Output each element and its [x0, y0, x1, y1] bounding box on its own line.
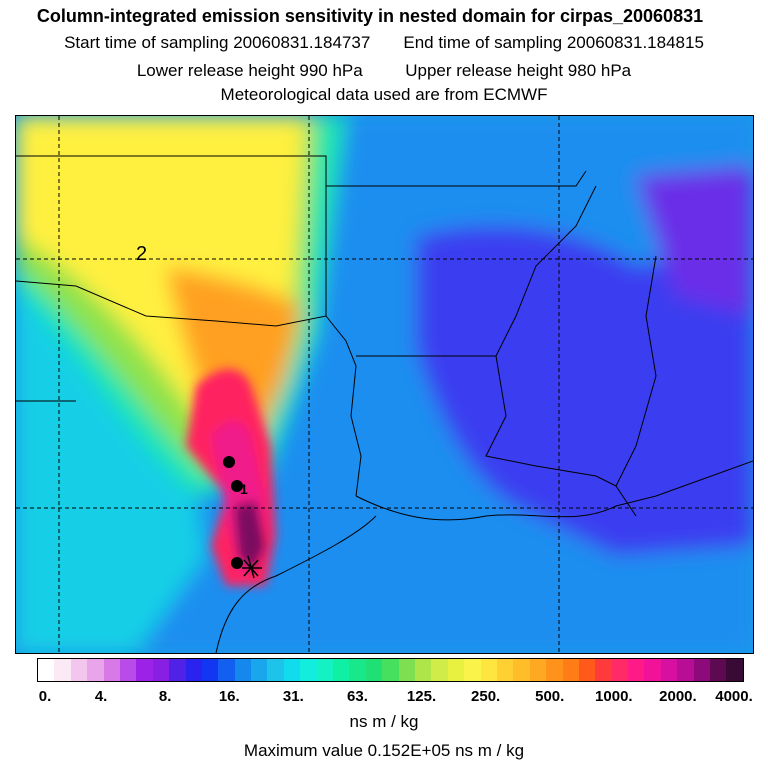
start-time-label: Start time of sampling 20060831.184737 — [64, 33, 371, 52]
colorbar-cell — [267, 659, 284, 681]
colorbar-cell — [87, 659, 104, 681]
maximum-value-label: Maximum value 0.152E+05 ns m / kg — [243, 741, 525, 760]
colorbar-tick-label: 16. — [218, 688, 240, 705]
met-data-label: Meteorological data used are from ECMWF — [220, 85, 548, 104]
colorbar-cell — [283, 659, 301, 681]
colorbar-cell — [447, 659, 465, 681]
colorbar-cell — [38, 659, 55, 681]
colorbar-cell — [644, 659, 661, 681]
colorbar-tick-label: 4. — [94, 688, 108, 705]
colorbar-cell — [726, 659, 743, 681]
colorbar-cell — [185, 659, 202, 681]
colorbar-cell — [333, 659, 350, 681]
graticule — [16, 116, 753, 653]
colorbar-cell — [398, 659, 415, 681]
colorbar-tick-label: 125. — [406, 688, 437, 705]
map-label-1: 1 — [240, 481, 248, 497]
boundaries — [16, 155, 753, 653]
colorbar-tick-label: 63. — [347, 688, 368, 705]
release-point-marker — [231, 557, 243, 569]
colorbar-cell — [414, 659, 432, 681]
colorbar-cell — [136, 659, 153, 681]
colorbar-cell — [546, 659, 563, 681]
colorbar-cell — [529, 659, 547, 681]
colorbar-cell — [300, 659, 317, 681]
colorbar-cell — [578, 659, 596, 681]
colorbar-cell — [595, 659, 612, 681]
colorbar-tick-label: 2000. — [659, 688, 697, 705]
receptor-star-marker — [242, 555, 262, 579]
colorbar-cell — [710, 659, 727, 681]
colorbar-cell — [119, 659, 137, 681]
colorbar-cell — [70, 659, 88, 681]
colorbar-cell — [496, 659, 514, 681]
colorbar-cell — [677, 659, 694, 681]
colorbar-cell — [169, 659, 186, 681]
upper-release-label: Upper release height 980 hPa — [405, 61, 632, 80]
colorbar-tick-label: 0. — [38, 688, 52, 705]
colorbar-cell — [431, 659, 448, 681]
colorbar-cell — [103, 659, 120, 681]
sampling-time-line: Start time of sampling 20060831.184737 E… — [0, 33, 768, 53]
colorbar-cell — [464, 659, 481, 681]
plot-title: Column-integrated emission sensitivity i… — [36, 6, 704, 26]
colorbar-cell — [152, 659, 170, 681]
colorbar-cell — [611, 659, 629, 681]
map-canvas: 2 1 — [16, 116, 753, 653]
end-time-label: End time of sampling 20060831.184815 — [403, 33, 704, 52]
colorbar-cell — [382, 659, 399, 681]
colorbar-cell — [562, 659, 579, 681]
colorbar-tick-label: 31. — [282, 688, 304, 705]
colorbar-cell — [365, 659, 383, 681]
map-label-2: 2 — [136, 243, 147, 265]
release-point-marker — [231, 480, 243, 492]
colorbar-tick-label: 4000. — [715, 688, 753, 705]
colorbar-tick-label: 8. — [158, 688, 172, 705]
lower-release-label: Lower release height 990 hPa — [136, 61, 363, 80]
colorbar-tick-label: 500. — [535, 688, 565, 705]
colorbar-cell — [480, 659, 497, 681]
release-height-line: Lower release height 990 hPa Upper relea… — [0, 61, 768, 81]
colorbar-units: ns m / kg — [349, 712, 419, 731]
colorbar-cell — [693, 659, 711, 681]
colorbar-tick-label: 250. — [471, 688, 501, 705]
colorbar-cell — [251, 659, 268, 681]
colorbar-cell — [234, 659, 252, 681]
colorbar-cell — [218, 659, 235, 681]
colorbar-cell — [513, 659, 530, 681]
sensitivity-map: 2 1 — [15, 115, 754, 654]
colorbar-cell — [628, 659, 645, 681]
colorbar-cell — [349, 659, 366, 681]
colorbar — [37, 658, 744, 682]
colorbar-cell — [316, 659, 334, 681]
colorbar-cell — [201, 659, 219, 681]
colorbar-cell — [54, 659, 71, 681]
colorbar-ticks: 0. 4. 8. 16. 31. 63. 125. 250. 500. 1000. 2000. 400… — [0, 688, 768, 706]
release-point-marker — [223, 456, 235, 468]
colorbar-cell — [660, 659, 678, 681]
colorbar-tick-label: 1000. — [595, 688, 633, 705]
